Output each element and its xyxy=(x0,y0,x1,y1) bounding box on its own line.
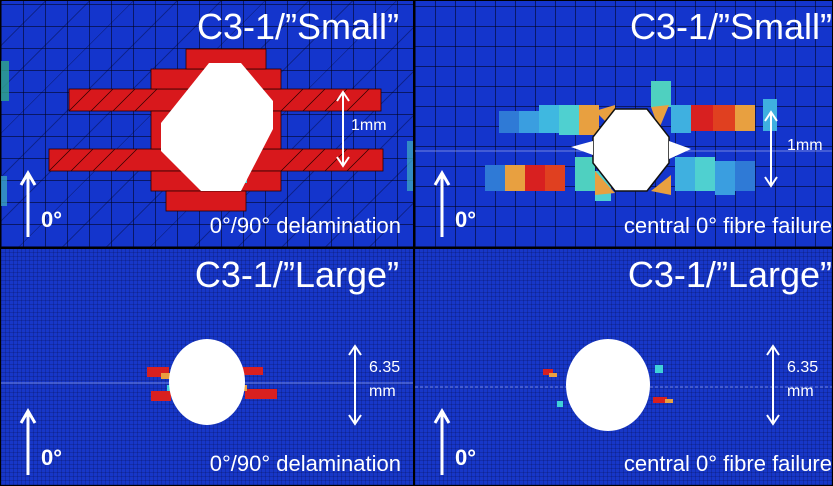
panel-title: C3-1/”Small” xyxy=(629,6,832,47)
dimension-unit: mm xyxy=(369,383,396,400)
dimension-marker: 6.35 mm xyxy=(763,343,832,427)
dimension-value: 6.35 xyxy=(369,359,401,376)
panel-caption: 0°/90° delamination xyxy=(209,451,401,476)
orientation-label: 0° xyxy=(455,207,477,232)
dimension-value: 6.35 xyxy=(787,359,819,376)
edge-damage xyxy=(1,176,7,206)
edge-damage xyxy=(407,141,413,191)
orientation-label: 0° xyxy=(455,445,477,470)
dimension-marker: 1mm xyxy=(331,89,401,169)
panel-small-delamination: C3-1/”Small” 1mm 0° 0°/90° delamination xyxy=(0,0,414,248)
orientation-marker: 0° xyxy=(19,407,79,477)
panel-caption: 0°/90° delamination xyxy=(209,213,401,238)
panel-caption: central 0° fibre failure xyxy=(623,451,832,476)
hole xyxy=(592,108,670,192)
dimension-unit: mm xyxy=(787,383,814,400)
up-arrow-icon xyxy=(433,408,451,475)
delamination-map xyxy=(1,48,413,212)
fibre-failure-map xyxy=(415,81,832,201)
orientation-marker: 0° xyxy=(433,407,493,477)
orientation-marker: 0° xyxy=(19,169,79,239)
dimension-marker: 1mm xyxy=(759,109,832,189)
up-arrow-icon xyxy=(433,170,451,237)
fibre-damage-zone xyxy=(543,365,673,407)
orientation-label: 0° xyxy=(41,445,63,470)
dimension-marker: 6.35 mm xyxy=(345,343,413,427)
dimension-arrow-icon xyxy=(348,344,362,426)
dimension-label: 1mm xyxy=(351,117,387,134)
panel-large-fibre-failure: C3-1/”Large” 6.35 mm 0° central 0° fibre… xyxy=(414,248,833,486)
hole xyxy=(566,339,650,431)
fibre-failure-map xyxy=(415,339,832,431)
panel-small-fibre-failure: C3-1/”Small” 1mm 0° central 0° fibre fai… xyxy=(414,0,833,248)
orientation-label: 0° xyxy=(41,207,63,232)
up-arrow-icon xyxy=(19,170,37,237)
panel-title: C3-1/”Large” xyxy=(194,254,399,295)
panel-title: C3-1/”Large” xyxy=(627,254,832,295)
dimension-arrow-icon xyxy=(766,344,780,426)
hole xyxy=(169,339,245,425)
edge-damage xyxy=(1,61,9,101)
dimension-arrow-icon xyxy=(764,110,778,188)
dimension-arrow-icon xyxy=(336,90,350,168)
mesh-lines xyxy=(48,88,370,172)
panel-large-delamination: C3-1/”Large” 6.35 mm 0° 0°/90° delaminat… xyxy=(0,248,414,486)
panel-title: C3-1/”Small” xyxy=(196,6,399,47)
panel-caption: central 0° fibre failure xyxy=(623,213,832,238)
up-arrow-icon xyxy=(19,408,37,475)
dimension-label: 1mm xyxy=(787,137,823,154)
hole xyxy=(161,63,273,191)
delamination-map xyxy=(1,339,413,425)
orientation-marker: 0° xyxy=(433,169,493,239)
